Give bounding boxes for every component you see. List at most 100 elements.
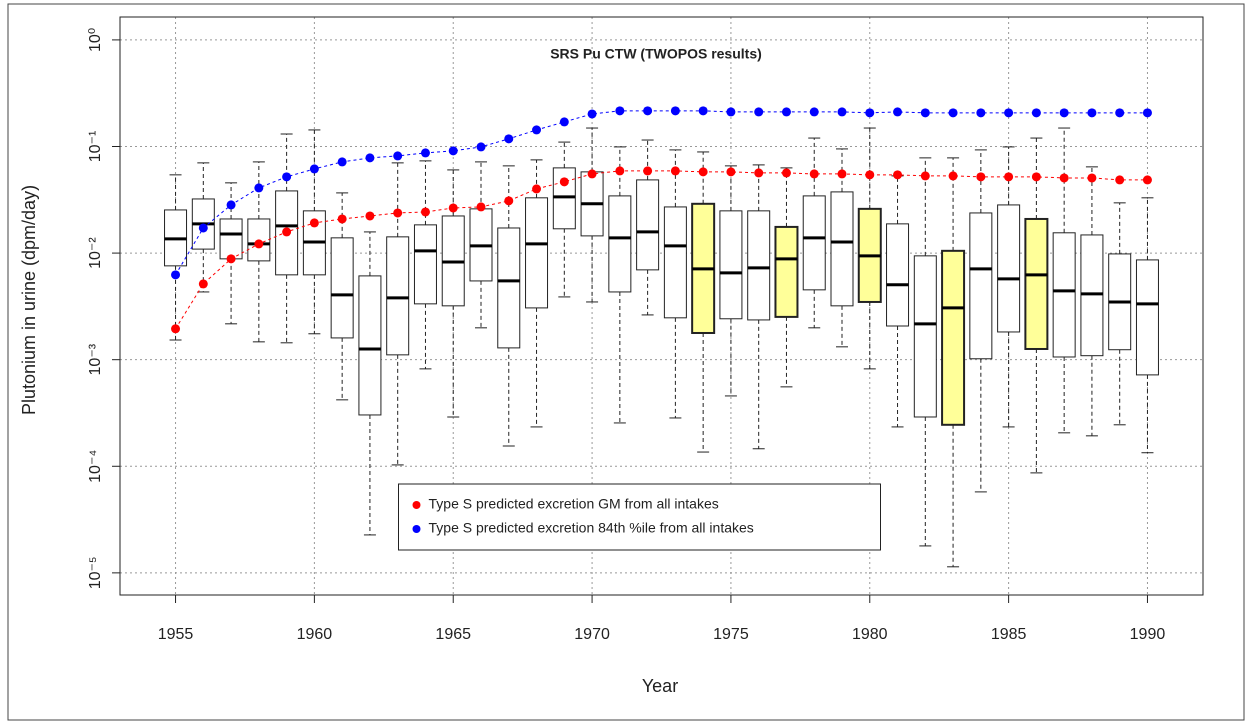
series-point [865, 170, 875, 180]
box [886, 223, 910, 327]
series-point [976, 172, 986, 182]
y-tick-label: 10⁻³ [87, 343, 104, 375]
y-tick-label: 10⁻¹ [87, 131, 104, 163]
series-point [781, 107, 791, 117]
series-point [559, 117, 569, 127]
series-point [448, 146, 458, 156]
series-point [504, 134, 514, 144]
x-axis-label: Year [642, 676, 678, 696]
y-tick-label: 10⁻⁴ [87, 450, 104, 483]
box [830, 191, 854, 307]
series-point [726, 167, 736, 177]
series-point [365, 153, 375, 163]
series-point [781, 168, 791, 178]
series-point [920, 108, 930, 118]
series-point [559, 177, 569, 187]
series-point [865, 108, 875, 118]
series-point [643, 106, 653, 116]
y-tick-label: 10⁻² [87, 237, 104, 269]
series-point [670, 166, 680, 176]
series-point [1087, 108, 1097, 118]
series-point [1142, 175, 1152, 185]
series-point [920, 171, 930, 181]
series-point [532, 125, 542, 135]
series-point [1031, 108, 1041, 118]
legend-marker [412, 525, 421, 533]
box [941, 249, 966, 426]
series-point [976, 108, 986, 118]
series-point [226, 254, 236, 264]
x-tick-label: 1975 [713, 626, 749, 643]
series-point [643, 166, 653, 176]
series-point [948, 108, 958, 118]
series-point [754, 107, 764, 117]
series-point [532, 184, 542, 194]
box [1052, 232, 1076, 358]
series-point [1004, 108, 1014, 118]
x-tick-label: 1970 [574, 626, 610, 643]
series-point [948, 171, 958, 181]
x-tick-label: 1990 [1130, 626, 1166, 643]
legend-box [398, 483, 881, 551]
box [663, 206, 687, 319]
series-point [615, 166, 625, 176]
box [497, 227, 521, 349]
series-line [175, 170, 1148, 330]
series-point [420, 148, 430, 158]
series-point [171, 270, 181, 280]
series-point [670, 106, 680, 116]
x-tick-label: 1985 [991, 626, 1027, 643]
series-point [337, 157, 347, 167]
series-point [587, 169, 597, 179]
series-point [893, 170, 903, 180]
box [913, 255, 937, 418]
series-point [420, 207, 430, 217]
series-line [175, 110, 1148, 276]
series-point [448, 203, 458, 213]
box [747, 210, 771, 321]
x-tick-label: 1965 [435, 626, 471, 643]
series-point [1031, 172, 1041, 182]
y-tick-label: 10⁰ [87, 28, 104, 52]
series-point [226, 200, 236, 210]
series-point [254, 239, 264, 249]
box [525, 197, 549, 309]
box [997, 204, 1021, 333]
series-point [476, 142, 486, 152]
series-point [282, 227, 292, 237]
series-point [198, 279, 208, 289]
box [719, 210, 743, 320]
series-point [698, 167, 708, 177]
series-point [309, 164, 319, 174]
box [636, 179, 660, 271]
box [219, 218, 243, 260]
box [969, 212, 993, 360]
series-point [282, 172, 292, 182]
series-point [1059, 108, 1069, 118]
series-point [393, 208, 403, 218]
series-point [1059, 173, 1069, 183]
page-frame [7, 3, 1245, 721]
series-point [587, 109, 597, 119]
series-point [254, 183, 264, 193]
series-point [365, 211, 375, 221]
legend-label: Type S predicted excretion GM from all i… [429, 496, 719, 512]
series-point [1087, 173, 1097, 183]
series-point [393, 151, 403, 161]
legend-label: Type S predicted excretion 84th %ile fro… [429, 520, 754, 536]
series-point [615, 106, 625, 116]
box [802, 195, 826, 291]
series-point [337, 214, 347, 224]
series-point [809, 169, 819, 179]
series-point [504, 196, 514, 206]
series-point [809, 107, 819, 117]
series-point [754, 168, 764, 178]
y-tick-label: 10⁻⁵ [87, 556, 104, 589]
series-point [1115, 175, 1125, 185]
series-point [309, 218, 319, 228]
chart-title: SRS Pu CTW (TWOPOS results) [550, 46, 762, 62]
series-point [1115, 108, 1125, 118]
series-point [198, 223, 208, 233]
